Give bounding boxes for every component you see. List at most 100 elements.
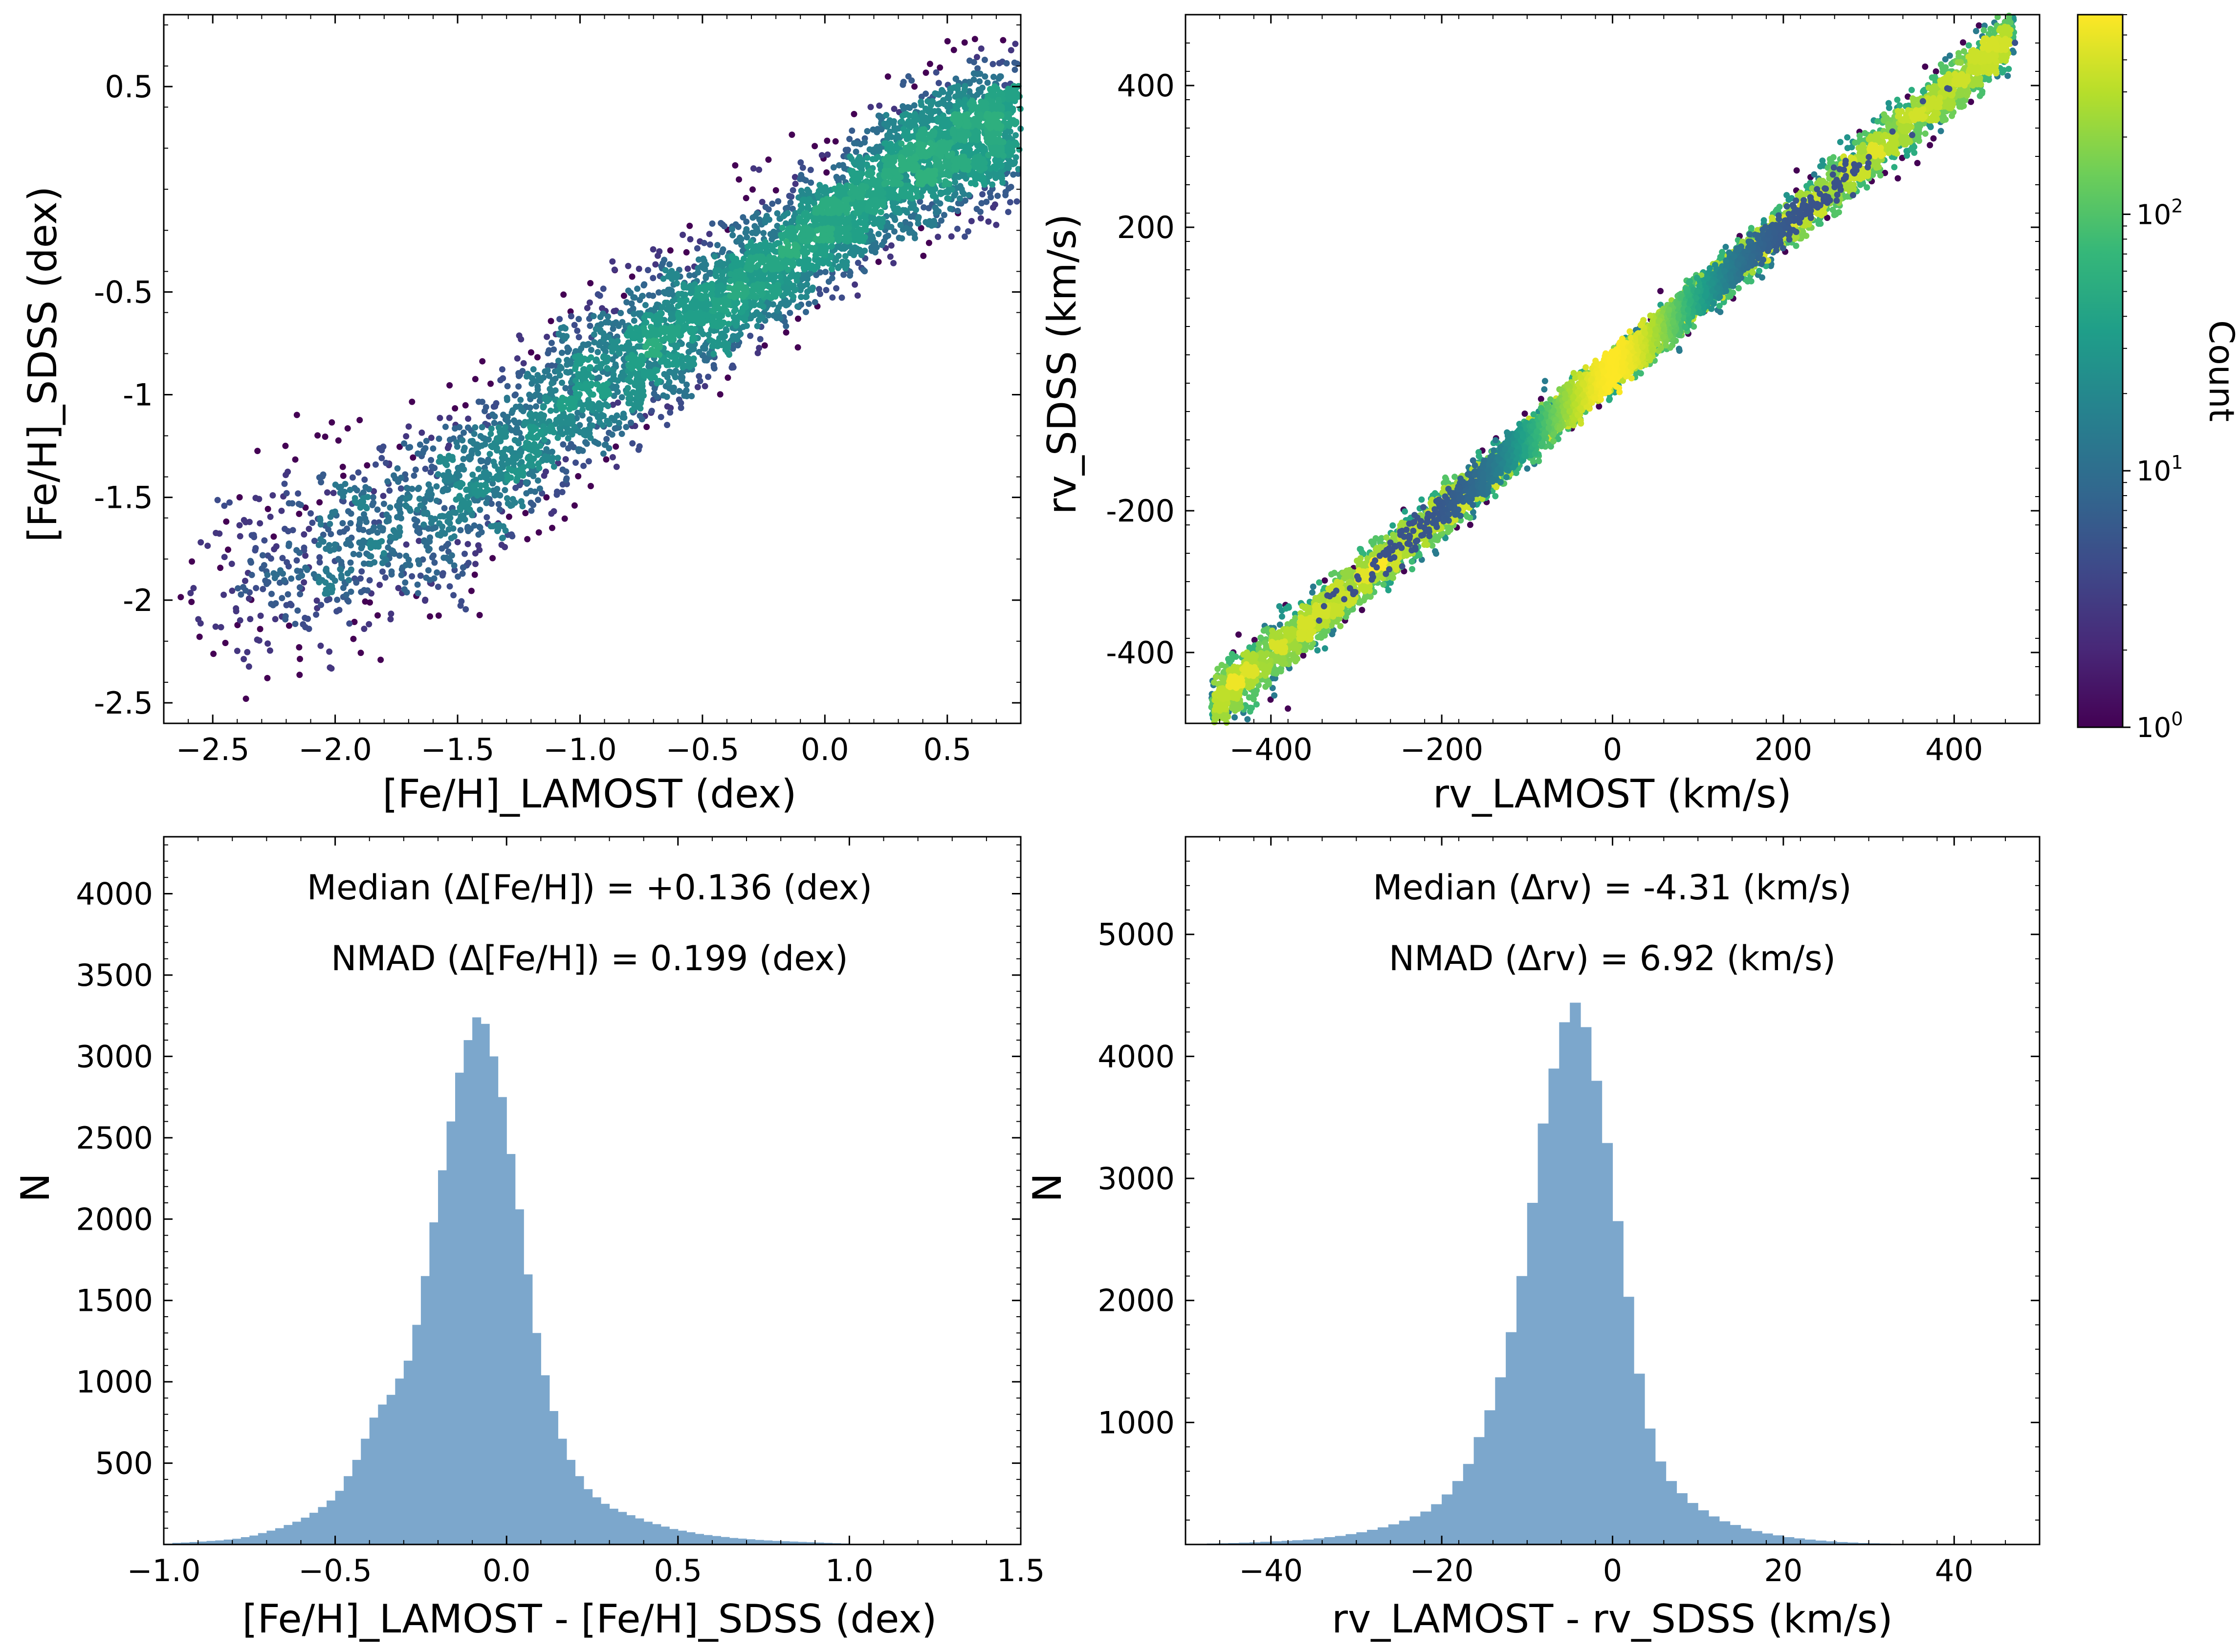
feh_hexbin-point [674,324,681,331]
feh_hexbin-point [436,435,442,442]
feh_hexbin-point [750,165,757,172]
feh_hexbin-point [672,374,679,381]
feh_hexbin-point [270,602,277,609]
feh_hexbin-point [836,200,843,207]
feh_hexbin-point [664,422,671,428]
feh_hexbin-point [803,308,809,315]
feh_hexbin-point [507,502,514,509]
feh_hexbin-point [599,422,606,429]
feh_hexbin-point [356,519,363,526]
feh_hexbin-point [994,193,1001,199]
feh_hexbin-point [743,265,750,272]
feh_hexbin-point [568,313,574,320]
feh_hexbin-point [565,445,571,452]
feh_hexbin-point [999,179,1006,186]
feh_hexbin-point [928,100,935,107]
feh_hexbin-point [944,103,951,110]
feh_hexbin-point [615,399,621,406]
feh_hexbin-point [331,541,338,548]
feh_hexbin-point [315,573,322,580]
feh_hexbin-point [659,336,665,343]
feh_hexbin-point [861,139,868,146]
feh_hexbin-point [899,235,905,242]
feh_hexbin-point [605,313,612,320]
feh_hexbin-point [856,206,863,213]
feh_hexbin-point [1005,209,1011,216]
feh_hexbin-point [259,552,266,559]
feh_hexbin-point [477,506,483,513]
feh_hexbin-point [417,572,424,579]
feh_hexbin-point [774,282,781,288]
feh_hexbin-point [348,567,354,574]
feh_hexbin-point [935,80,942,87]
feh_hexbin-point [346,620,353,627]
feh_hexbin-point [687,236,694,242]
feh_hexbin-point [222,640,229,646]
feh_hexbin-point [446,414,453,421]
feh_hexbin-point [356,551,363,558]
feh_hexbin-point [884,179,891,186]
feh_hexbin-point [623,299,630,305]
feh_hexbin-point [754,323,761,329]
feh_hexbin-point [546,372,552,379]
feh_hexbin-point [787,309,793,316]
feh_hexbin-point [302,552,309,559]
feh_hexbin-point [329,419,335,426]
feh_hexbin-point [594,364,601,371]
feh_hexbin-point [469,471,476,478]
feh_hexbin-point [812,245,818,252]
feh_hexbin-point [897,221,904,228]
feh_hexbin-point [457,602,464,609]
feh_hexbin-point [444,486,451,493]
feh_hexbin-point [283,602,290,609]
feh_hexbin-point [325,526,332,533]
feh_hexbin-point [668,287,675,294]
feh_hexbin-point [970,76,977,83]
feh_hexbin-point [425,547,432,554]
feh_hexbin-point [858,252,865,259]
feh_hexbin-point [790,187,796,194]
feh_hexbin-point [285,591,291,598]
feh_hexbin-point [794,344,801,351]
feh_hexbin-point [677,297,683,304]
feh_hexbin-point [565,435,571,442]
feh_hexbin-point [525,434,531,440]
feh_hexbin-point [941,212,947,218]
feh_hexbin-point [337,566,344,573]
feh_hexbin-point [988,194,994,200]
feh_hexbin-point [585,341,592,348]
feh_hexbin-point [620,345,627,352]
feh_hexbin-point [520,360,527,367]
feh_hexbin-point [637,405,644,412]
feh_hexbin-point [710,343,717,349]
feh_hexbin-point [554,455,561,461]
feh_hexbin-point [280,570,286,577]
feh_hexbin-point [959,153,965,160]
feh_hexbin-point [316,499,323,506]
feh_hexbin-point [346,577,352,584]
feh_hexbin-point [884,73,891,80]
feh_hexbin-point [933,206,940,213]
feh_hexbin-point [875,231,882,238]
feh_hexbin-point [616,350,623,357]
feh_hexbin-point [762,204,769,211]
feh_hexbin-point [528,428,535,435]
feh_hexbin-point [544,333,550,340]
feh_hexbin-point [611,392,617,399]
feh_hexbin-point [374,529,381,536]
feh_hexbin-point [774,222,781,229]
feh_hexbin-point [402,562,409,568]
feh_hexbin-point [805,301,812,307]
feh_hexbin-point [970,121,977,128]
feh_hexbin-point [446,382,453,389]
feh_hexbin-point [450,525,457,532]
feh_hexbin-point [338,575,345,581]
feh_hexbin-point [661,371,668,377]
feh_hexbin-point [504,472,510,479]
feh_hexbin-point [792,180,799,187]
feh_hexbin-point [591,331,597,338]
feh_hexbin-point [578,345,585,352]
feh_hexbin-point [805,238,812,244]
feh_hexbin-point [491,491,498,498]
feh_hexbin-point [297,591,304,598]
